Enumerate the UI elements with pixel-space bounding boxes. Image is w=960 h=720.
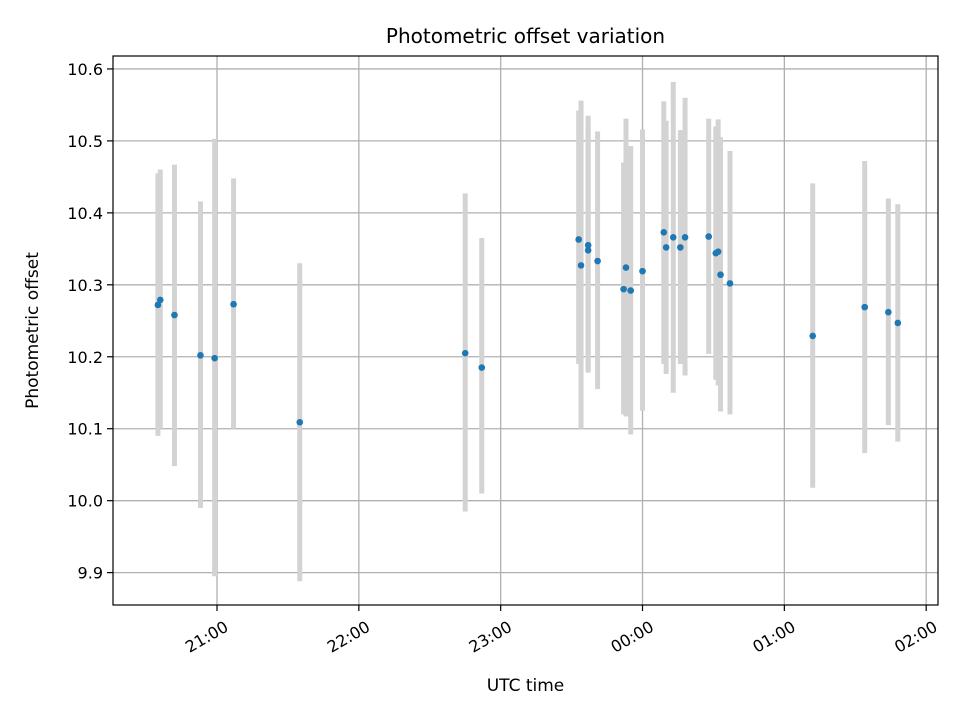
y-tick-label: 10.0 — [67, 492, 103, 511]
data-points — [154, 228, 902, 426]
data-point — [584, 246, 592, 254]
data-point — [669, 234, 677, 241]
data-point — [861, 303, 869, 311]
data-point — [662, 244, 670, 251]
data-point — [639, 267, 646, 275]
y-tick-label: 10.3 — [67, 276, 103, 295]
data-point — [478, 364, 486, 371]
data-point — [154, 301, 162, 309]
data-point — [885, 308, 892, 316]
x-axis-title: UTC time — [487, 676, 565, 696]
data-point — [714, 248, 722, 256]
data-point — [461, 349, 469, 357]
data-point — [627, 287, 634, 294]
data-point — [717, 271, 724, 279]
data-point — [584, 241, 592, 249]
data-point — [809, 332, 817, 340]
data-point — [296, 418, 304, 426]
y-tick-label: 10.6 — [67, 60, 103, 79]
y-tick-label: 10.1 — [67, 420, 103, 439]
data-point — [211, 354, 218, 362]
grid — [113, 56, 938, 605]
y-tick-label: 10.5 — [67, 132, 103, 151]
y-axis-ticks: 9.9 10.0 10.1 10.2 10.3 10.4 10.5 10.6 — [67, 60, 113, 583]
data-point — [575, 236, 582, 243]
data-point — [577, 262, 585, 269]
data-point — [681, 234, 689, 241]
data-point — [677, 244, 684, 251]
y-tick-label: 10.2 — [67, 348, 103, 367]
data-point — [894, 319, 902, 327]
data-point — [622, 264, 630, 271]
y-axis-title: Photometric offset — [23, 252, 43, 409]
plot-frame — [112, 55, 939, 606]
data-point — [197, 352, 204, 359]
data-point — [705, 233, 713, 240]
data-point — [660, 228, 668, 236]
data-point — [726, 280, 734, 287]
data-point — [156, 296, 164, 304]
y-tick-label: 10.4 — [67, 204, 103, 223]
data-point — [171, 311, 178, 319]
data-point — [230, 300, 237, 308]
data-point — [620, 285, 627, 293]
chart-title: Photometric offset variation — [386, 24, 665, 48]
data-point — [594, 257, 601, 265]
y-tick-label: 9.9 — [78, 564, 103, 583]
